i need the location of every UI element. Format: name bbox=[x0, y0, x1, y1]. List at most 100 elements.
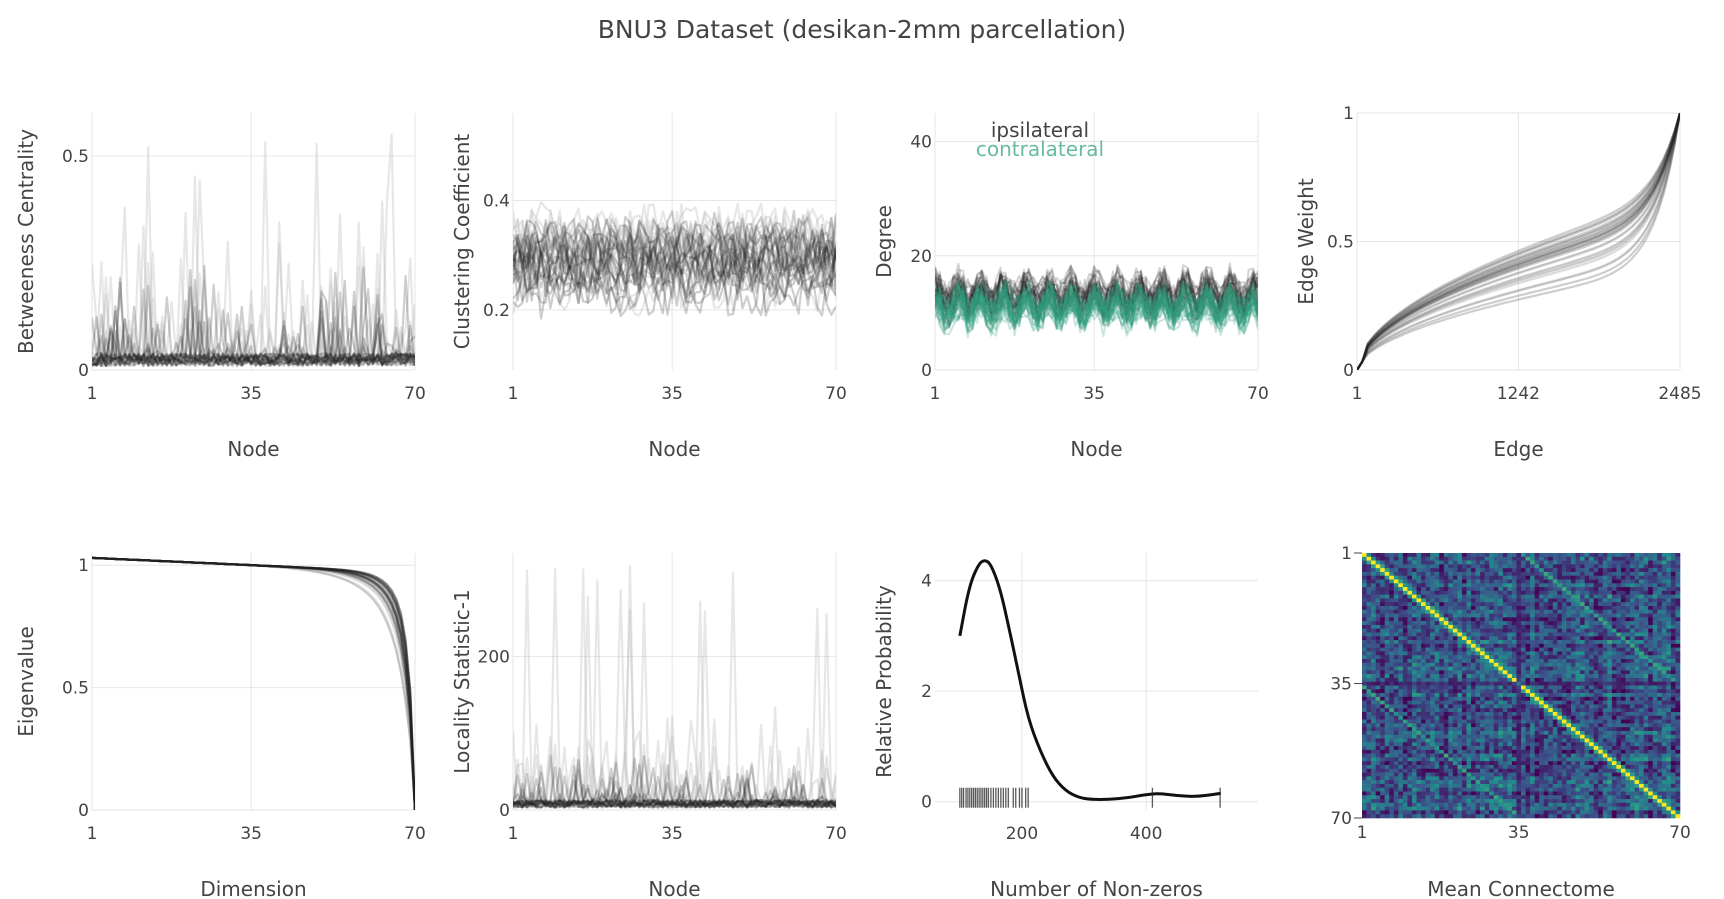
heatmap-cell bbox=[1475, 556, 1481, 561]
heatmap-cell bbox=[1498, 636, 1504, 641]
heatmap-cell bbox=[1639, 715, 1644, 720]
heatmap-cell bbox=[1539, 659, 1545, 664]
heatmap-cell bbox=[1575, 594, 1581, 599]
heatmap-cell bbox=[1675, 609, 1681, 614]
x-tick-label: 70 bbox=[1247, 384, 1269, 404]
heatmap-cell bbox=[1480, 606, 1485, 611]
heatmap-cell bbox=[1575, 693, 1581, 698]
heatmap-cell bbox=[1607, 590, 1613, 595]
heatmap-cell bbox=[1539, 647, 1545, 652]
heatmap-cell bbox=[1534, 719, 1540, 724]
heatmap-cell bbox=[1552, 632, 1558, 637]
heatmap-cell bbox=[1484, 696, 1490, 701]
heatmap-cell bbox=[1434, 651, 1440, 656]
heatmap-cell bbox=[1493, 655, 1499, 660]
heatmap-cell bbox=[1475, 746, 1481, 751]
heatmap-cell bbox=[1566, 730, 1572, 736]
heatmap-cell bbox=[1380, 594, 1386, 599]
heatmap-cell bbox=[1416, 602, 1422, 607]
heatmap-cell bbox=[1630, 685, 1635, 690]
heatmap-cell bbox=[1511, 749, 1517, 754]
heatmap-cell bbox=[1366, 677, 1372, 683]
heatmap-cell bbox=[1602, 609, 1608, 614]
heatmap-cell bbox=[1625, 696, 1631, 701]
heatmap-cell bbox=[1516, 575, 1522, 580]
heatmap-cell bbox=[1516, 560, 1522, 565]
heatmap-cell bbox=[1389, 609, 1395, 614]
heatmap-cell bbox=[1489, 587, 1495, 592]
heatmap-cell bbox=[1543, 783, 1549, 789]
plot-area bbox=[513, 201, 836, 320]
heatmap-cell bbox=[1593, 723, 1599, 728]
heatmap-cell bbox=[1516, 624, 1522, 630]
heatmap-cell bbox=[1434, 553, 1440, 558]
heatmap-cell bbox=[1371, 617, 1376, 622]
heatmap-cell bbox=[1384, 780, 1390, 785]
heatmap-cell bbox=[1525, 594, 1531, 599]
heatmap-cell bbox=[1589, 795, 1594, 800]
heatmap-cell bbox=[1557, 753, 1563, 758]
heatmap-cell bbox=[1625, 753, 1631, 758]
heatmap-cell bbox=[1625, 640, 1631, 645]
heatmap-cell bbox=[1393, 636, 1399, 641]
heatmap-cell bbox=[1380, 787, 1386, 792]
series-line bbox=[1357, 113, 1680, 370]
heatmap-cell bbox=[1530, 693, 1535, 698]
heatmap-cell bbox=[1471, 659, 1476, 664]
heatmap-cell bbox=[1570, 670, 1576, 675]
heatmap-cell bbox=[1652, 746, 1658, 751]
heatmap-cell bbox=[1375, 583, 1381, 588]
heatmap-cell bbox=[1384, 712, 1390, 717]
heatmap-cell bbox=[1675, 666, 1681, 671]
heatmap-cell bbox=[1584, 776, 1590, 781]
heatmap-cell bbox=[1484, 768, 1490, 773]
heatmap-cell bbox=[1443, 568, 1449, 573]
heatmap-cell bbox=[1670, 590, 1676, 595]
heatmap-cell bbox=[1589, 715, 1594, 720]
heatmap-cell bbox=[1625, 617, 1631, 622]
heatmap-cell bbox=[1598, 624, 1604, 630]
heatmap-cell bbox=[1534, 643, 1540, 648]
heatmap-cell bbox=[1484, 674, 1490, 679]
heatmap-cell bbox=[1602, 772, 1608, 777]
heatmap-cell bbox=[1593, 757, 1599, 762]
heatmap-cell bbox=[1371, 730, 1376, 736]
heatmap-cell bbox=[1411, 746, 1417, 751]
heatmap-cell bbox=[1425, 568, 1431, 573]
heatmap-cell bbox=[1602, 723, 1608, 728]
heatmap-cell bbox=[1530, 723, 1535, 728]
heatmap-cell bbox=[1362, 632, 1367, 637]
heatmap-cell bbox=[1566, 780, 1572, 785]
heatmap-cell bbox=[1466, 723, 1472, 728]
heatmap-cell bbox=[1611, 700, 1617, 705]
heatmap-cell bbox=[1443, 564, 1449, 569]
heatmap-cell bbox=[1443, 765, 1449, 770]
heatmap-cell bbox=[1452, 617, 1458, 622]
heatmap-cell bbox=[1511, 636, 1517, 641]
heatmap-cell bbox=[1416, 636, 1422, 641]
heatmap-cell bbox=[1566, 677, 1572, 683]
heatmap-cell bbox=[1407, 575, 1413, 580]
heatmap-cell bbox=[1557, 723, 1563, 728]
heatmap-cell bbox=[1480, 647, 1485, 652]
series-line bbox=[935, 264, 1258, 311]
heatmap-cell bbox=[1416, 674, 1422, 679]
heatmap-cell bbox=[1639, 776, 1644, 781]
heatmap-cell bbox=[1575, 677, 1581, 683]
heatmap-cell bbox=[1525, 568, 1531, 573]
heatmap-cell bbox=[1466, 689, 1472, 694]
heatmap-cell bbox=[1534, 787, 1540, 792]
heatmap-cell bbox=[1657, 787, 1663, 792]
heatmap-cell bbox=[1611, 659, 1617, 664]
heatmap-cell bbox=[1611, 674, 1617, 679]
heatmap-cell bbox=[1511, 765, 1517, 770]
heatmap-cell bbox=[1421, 583, 1426, 588]
density-line bbox=[958, 559, 1223, 801]
heatmap-cell bbox=[1661, 575, 1667, 580]
heatmap-cell bbox=[1530, 795, 1535, 800]
heatmap-cell bbox=[1375, 624, 1381, 630]
heatmap-cell bbox=[1457, 602, 1463, 607]
heatmap-cell bbox=[1489, 780, 1495, 785]
heatmap-cell bbox=[1552, 749, 1558, 754]
